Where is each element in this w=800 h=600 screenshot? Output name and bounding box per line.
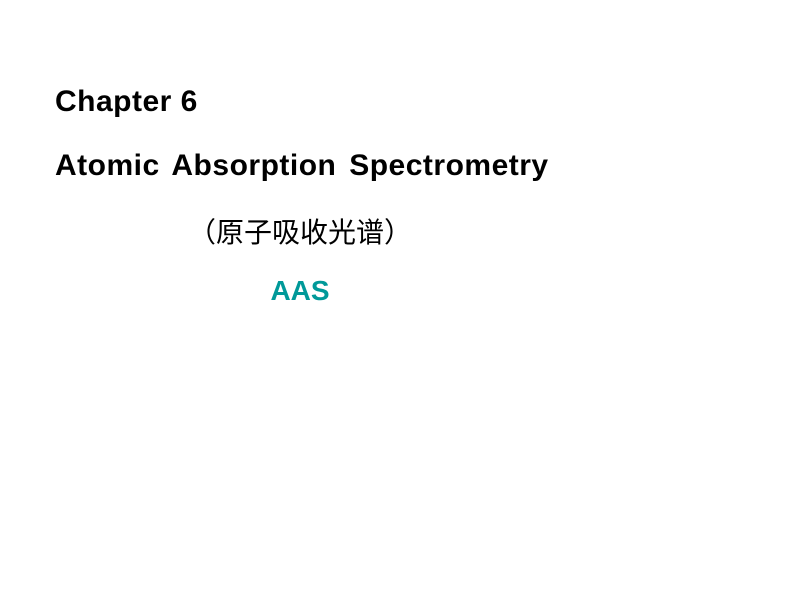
main-title: Atomic Absorption Spectrometry xyxy=(55,149,745,183)
acronym-label: AAS xyxy=(55,275,545,307)
slide-container: Chapter 6 Atomic Absorption Spectrometry… xyxy=(0,0,800,600)
chapter-label: Chapter 6 xyxy=(55,85,745,119)
subtitle-chinese: （原子吸收光谱） xyxy=(55,211,545,251)
